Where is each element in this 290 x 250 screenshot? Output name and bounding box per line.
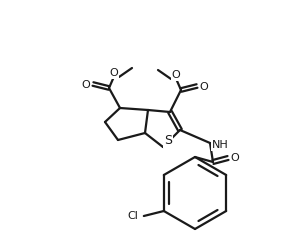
Text: O: O xyxy=(172,70,180,80)
Text: O: O xyxy=(81,80,90,90)
Text: O: O xyxy=(200,82,209,92)
Text: O: O xyxy=(110,68,118,78)
Text: S: S xyxy=(164,134,172,146)
Text: Cl: Cl xyxy=(127,211,138,221)
Text: O: O xyxy=(231,153,239,163)
Text: NH: NH xyxy=(212,140,229,150)
